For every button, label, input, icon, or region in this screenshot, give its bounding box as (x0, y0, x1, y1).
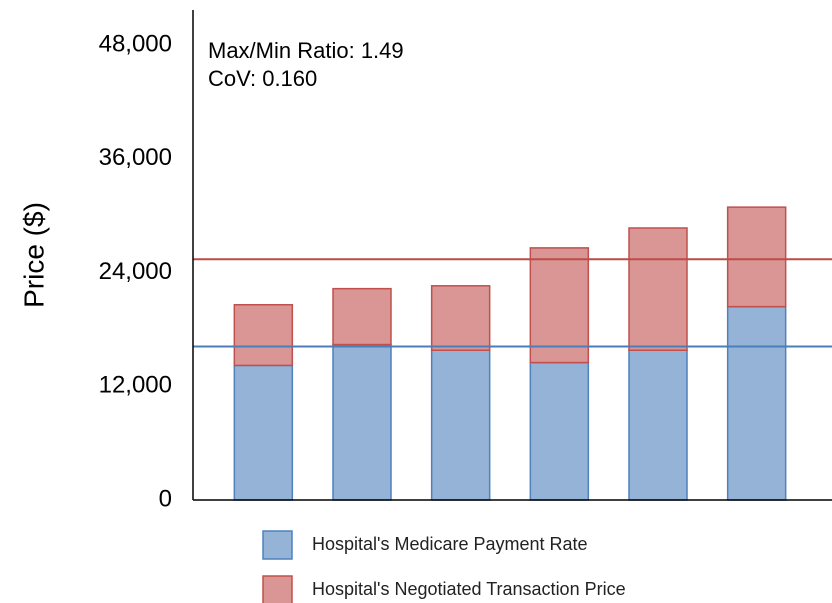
bar-segment (233, 304, 294, 367)
legend-label: Hospital's Negotiated Transaction Price (312, 579, 626, 599)
bar-segment (628, 227, 688, 352)
bar-segment (233, 364, 294, 501)
annotation: CoV: 0.160 (208, 66, 317, 91)
bar-segment (332, 287, 392, 346)
bar-segment (628, 349, 688, 501)
bar-segment (726, 206, 787, 308)
y-axis-label: Price ($) (18, 202, 49, 308)
y-tick-label: 24,000 (99, 258, 172, 285)
legend-swatch (262, 530, 293, 560)
bar-segment (529, 361, 590, 501)
legend-swatch (262, 575, 293, 603)
bar-segment (430, 285, 491, 352)
y-tick-label: 12,000 (99, 372, 172, 399)
bar-segment (332, 343, 392, 501)
y-tick-label: 36,000 (99, 144, 172, 171)
annotation: Max/Min Ratio: 1.49 (208, 38, 404, 63)
y-tick-label: 0 (159, 485, 172, 512)
legend-label: Hospital's Medicare Payment Rate (312, 534, 588, 554)
bar-segment (529, 247, 590, 364)
bar-segment (726, 305, 787, 501)
bar-segment (430, 349, 491, 501)
y-tick-label: 48,000 (99, 30, 172, 57)
